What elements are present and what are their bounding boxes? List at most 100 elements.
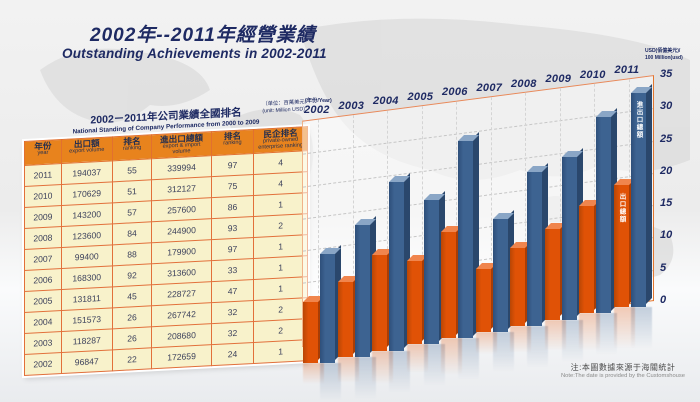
bar-face bbox=[579, 205, 594, 314]
table-cell: 88 bbox=[112, 242, 152, 266]
bar-export-2007 bbox=[475, 260, 497, 332]
table-cell: 86 bbox=[211, 195, 254, 219]
year-label-2006: 2006 bbox=[442, 86, 468, 99]
ytick-30: 30 bbox=[660, 100, 673, 113]
bar-reflection bbox=[475, 332, 497, 354]
table-cell: 2007 bbox=[24, 247, 62, 271]
col-header-ranking: 排名 ranking bbox=[112, 134, 152, 161]
year-axis-caption: (年份/Year) bbox=[305, 98, 332, 104]
bar-face bbox=[561, 157, 577, 320]
table-cell: 2008 bbox=[24, 226, 62, 250]
col-header-private-owned-enterprise-ranking: 民企排名 private-owned enterprise ranking bbox=[253, 126, 308, 154]
bar-reflection bbox=[544, 319, 566, 352]
bar-reflection bbox=[441, 338, 462, 376]
table-cell: 97 bbox=[211, 153, 254, 177]
bar-series-label: 進出口總額 bbox=[635, 101, 642, 139]
table-cell: 131811 bbox=[61, 286, 113, 311]
bar-total-2007 bbox=[492, 209, 514, 332]
col-header-en: year bbox=[37, 149, 49, 157]
yaxis-unit-line1: USD(佰億美元)/ bbox=[645, 48, 681, 54]
bar-face bbox=[596, 116, 611, 314]
bar-reflection bbox=[389, 350, 410, 393]
bar-total-2010 bbox=[596, 107, 617, 314]
source-note-zh: 注:本圖數據來源于海關統計 bbox=[570, 363, 676, 372]
table-cell: 32 bbox=[211, 321, 254, 345]
bar-face bbox=[510, 247, 525, 326]
bar-face bbox=[337, 282, 353, 357]
table-cell: 2 bbox=[253, 318, 308, 343]
table-cell: 2003 bbox=[24, 331, 62, 355]
bar-export-2011: 出口總額 bbox=[613, 175, 635, 308]
bar-face bbox=[544, 229, 560, 320]
table-cell: 1 bbox=[253, 276, 308, 301]
table-cell: 151573 bbox=[61, 307, 113, 332]
table-cell: 1 bbox=[253, 234, 308, 259]
table-cell: 168300 bbox=[61, 265, 113, 290]
table-cell: 93 bbox=[211, 216, 254, 240]
year-label-2002: 2002 bbox=[304, 104, 330, 116]
table-cell: 47 bbox=[211, 279, 254, 303]
bar-reflection bbox=[527, 325, 548, 368]
page-title-en: Outstanding Achievements in 2002-2011 bbox=[62, 45, 327, 61]
bar-face bbox=[406, 261, 422, 345]
bar-reflection bbox=[458, 338, 479, 381]
table-cell: 99400 bbox=[61, 244, 113, 269]
table-cell: 22 bbox=[112, 347, 152, 371]
ytick-20: 20 bbox=[660, 164, 673, 177]
year-label-2011: 2011 bbox=[614, 64, 640, 77]
table-cell: 1 bbox=[253, 192, 308, 217]
bar-face bbox=[630, 93, 646, 308]
year-label-2007: 2007 bbox=[476, 82, 503, 94]
bar-face bbox=[303, 301, 318, 363]
col-header-en: export volume bbox=[69, 146, 105, 155]
bar-reflection bbox=[337, 356, 359, 383]
table-cell: 2006 bbox=[24, 268, 62, 292]
bar-reflection bbox=[406, 344, 428, 374]
table-cell: 170629 bbox=[61, 181, 113, 206]
bar-series-label: 出口總額 bbox=[618, 192, 625, 223]
bar-export-2010 bbox=[579, 196, 600, 314]
page-title-zh: 2002年--2011年經營業績 bbox=[90, 25, 316, 46]
year-label-2003: 2003 bbox=[338, 99, 365, 112]
bar-reflection bbox=[303, 363, 324, 385]
bar-face bbox=[613, 184, 629, 308]
table-cell: 51 bbox=[112, 179, 152, 203]
bar-export-2003 bbox=[337, 273, 359, 357]
table-cell: 24 bbox=[211, 342, 254, 366]
table-cell: 45 bbox=[112, 284, 152, 308]
table-cell: 2002 bbox=[24, 352, 62, 376]
table-body: 2011 194037 55 339994 97 4 2010 170629 51 312127 7… bbox=[24, 150, 308, 376]
table-cell: 4 bbox=[253, 171, 308, 196]
table-cell: 84 bbox=[112, 221, 152, 245]
col-header-en: private-owned enterprise ranking bbox=[258, 136, 303, 151]
bar-face bbox=[527, 171, 542, 326]
year-label-2008: 2008 bbox=[511, 77, 537, 90]
bar-reflection bbox=[492, 332, 514, 372]
bar-total-2002 bbox=[320, 245, 341, 363]
ytick-5: 5 bbox=[660, 261, 667, 274]
col-header-year: 年份 year bbox=[24, 139, 62, 166]
ytick-35: 35 bbox=[660, 68, 673, 80]
table-cell: 143200 bbox=[61, 202, 113, 227]
table-cell: 26 bbox=[112, 305, 152, 329]
bar-reflection bbox=[561, 319, 583, 362]
table-cell: 92 bbox=[112, 263, 152, 287]
bar-reflection bbox=[423, 344, 445, 387]
col-header-ranking: 排名 ranking bbox=[211, 129, 254, 156]
year-label-2005: 2005 bbox=[407, 90, 434, 103]
bar-total-2005 bbox=[423, 191, 445, 345]
ytick-10: 10 bbox=[660, 229, 673, 242]
bar-reflection bbox=[372, 350, 393, 384]
table-cell: 26 bbox=[112, 326, 152, 350]
yaxis-unit-line2: 100 Million(usd) bbox=[645, 54, 683, 61]
ytick-0: 0 bbox=[660, 294, 667, 306]
bar-total-2006 bbox=[458, 131, 479, 339]
bar-face bbox=[441, 232, 456, 339]
bar-reflection bbox=[630, 307, 652, 350]
bar-export-2004 bbox=[372, 246, 393, 351]
bar-total-2011: 進出口總額 bbox=[630, 84, 652, 308]
year-label-2004: 2004 bbox=[373, 95, 399, 108]
table-cell: 2 bbox=[253, 213, 308, 238]
bar-total-2009 bbox=[561, 148, 583, 320]
table-cell: 55 bbox=[112, 158, 152, 182]
